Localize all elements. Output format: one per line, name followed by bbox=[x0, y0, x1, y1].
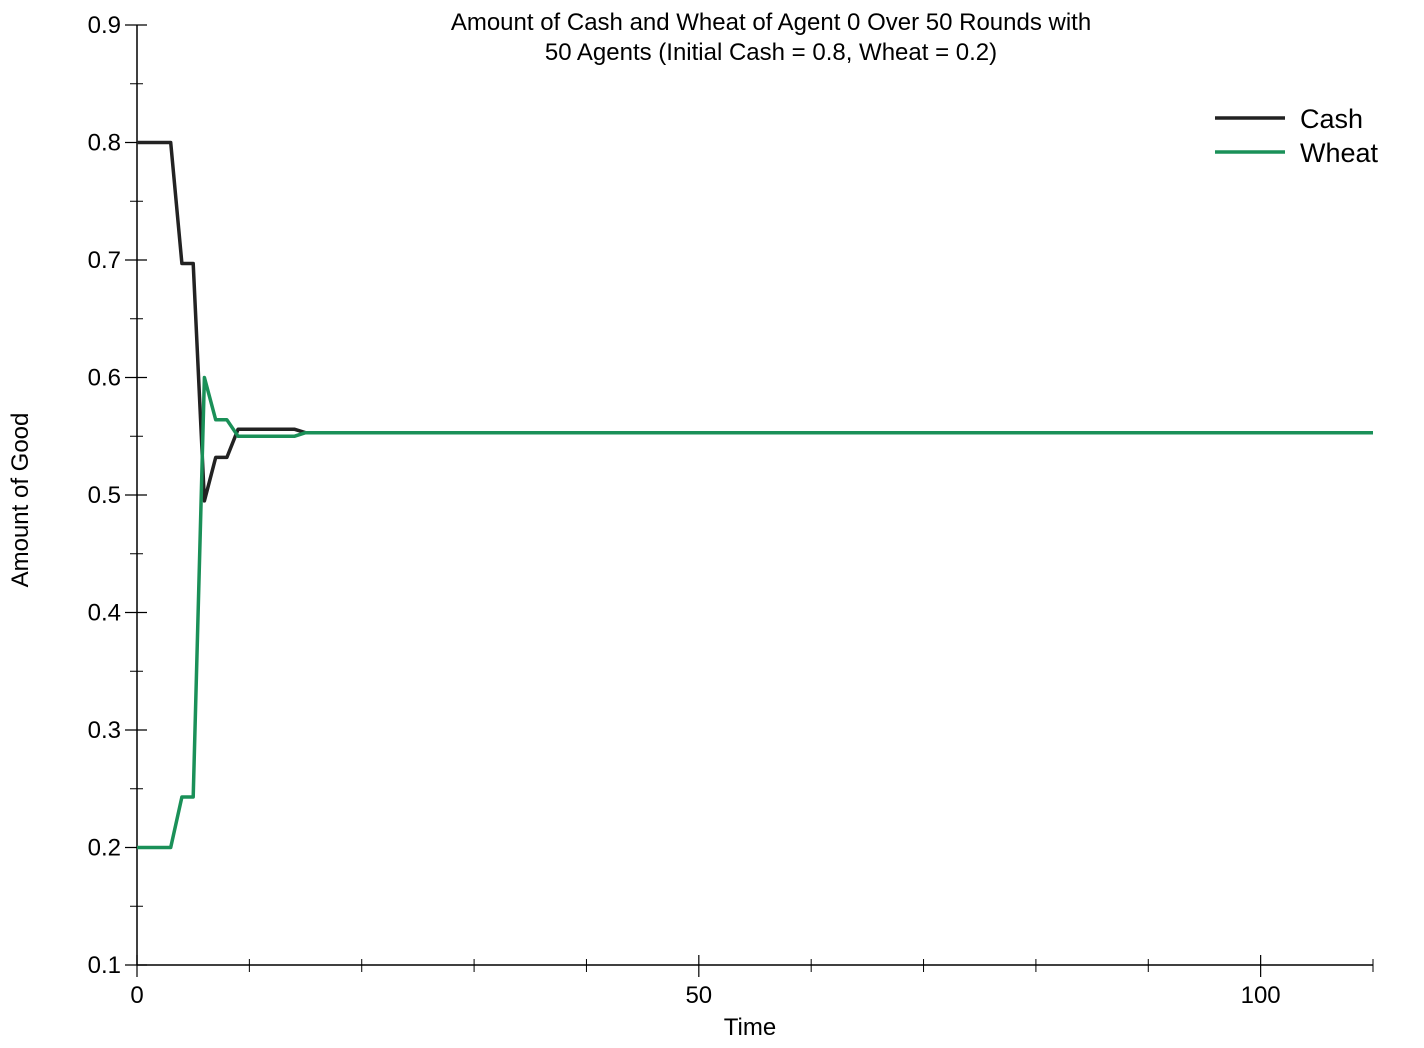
legend-label-cash: Cash bbox=[1300, 104, 1363, 134]
y-tick-label: 0.8 bbox=[88, 130, 121, 157]
chart-title-line-2: 50 Agents (Initial Cash = 0.8, Wheat = 0… bbox=[544, 39, 998, 66]
y-axis-title: Amount of Good bbox=[7, 413, 34, 588]
axes bbox=[136, 25, 1373, 966]
y-tick-label: 0.7 bbox=[88, 247, 121, 274]
chart-title-line-1: Amount of Cash and Wheat of Agent 0 Over… bbox=[450, 9, 1092, 36]
legend: Cash Wheat bbox=[1215, 104, 1379, 168]
y-tick-label: 0.2 bbox=[88, 835, 121, 862]
axis-ticks: 0.1 0.2 0.3 0.4 0.5 0.6 0.7 0.8 0.9 0 50 100 bbox=[88, 12, 1374, 1009]
y-tick-label: 0.1 bbox=[88, 952, 121, 979]
x-axis-title: Time bbox=[724, 1014, 776, 1041]
y-tick-label: 0.6 bbox=[88, 365, 121, 392]
series-line-wheat bbox=[137, 375, 1373, 850]
series-line-cash bbox=[137, 140, 1373, 503]
y-tick-label: 0.4 bbox=[88, 600, 121, 627]
x-tick-label: 100 bbox=[1241, 982, 1281, 1009]
series-lines bbox=[137, 140, 1373, 850]
x-tick-label: 50 bbox=[685, 982, 712, 1009]
x-tick-label: 0 bbox=[130, 982, 143, 1009]
y-tick-label: 0.3 bbox=[88, 717, 121, 744]
legend-label-wheat: Wheat bbox=[1300, 138, 1379, 168]
y-tick-label: 0.5 bbox=[88, 482, 121, 509]
y-tick-label: 0.9 bbox=[88, 12, 121, 39]
